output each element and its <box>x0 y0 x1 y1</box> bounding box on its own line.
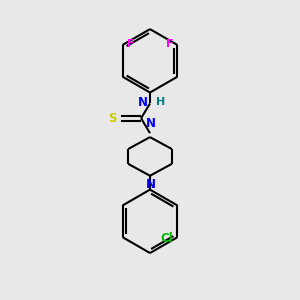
Text: H: H <box>156 98 165 107</box>
Text: N: N <box>138 96 148 109</box>
Text: F: F <box>127 39 134 49</box>
Text: Cl: Cl <box>161 232 173 245</box>
Text: N: N <box>146 117 156 130</box>
Text: S: S <box>108 112 116 125</box>
Text: F: F <box>166 39 173 49</box>
Text: N: N <box>146 178 156 191</box>
